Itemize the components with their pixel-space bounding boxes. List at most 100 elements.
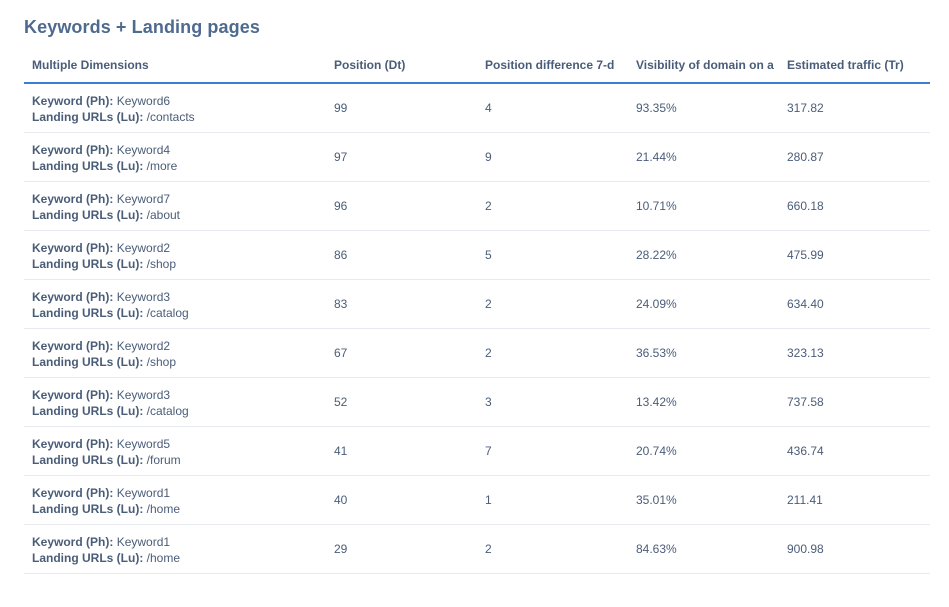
landing-url-label: Landing URLs (Lu): — [32, 453, 144, 467]
landing-url-label: Landing URLs (Lu): — [32, 306, 144, 320]
table-row[interactable]: Keyword (Ph): Keyword3 Landing URLs (Lu):… — [24, 378, 930, 427]
landing-url-label: Landing URLs (Lu): — [32, 551, 144, 565]
keyword-label: Keyword (Ph): — [32, 535, 114, 549]
landing-url-line: Landing URLs (Lu): /home — [32, 501, 327, 517]
cell-position: 67 — [334, 346, 348, 360]
keyword-label: Keyword (Ph): — [32, 486, 114, 500]
keyword-label: Keyword (Ph): — [32, 192, 114, 206]
table-row[interactable]: Keyword (Ph): Keyword3 Landing URLs (Lu):… — [24, 280, 930, 329]
landing-url-value: /catalog — [146, 404, 189, 418]
cell-position: 96 — [334, 199, 348, 213]
landing-url-line: Landing URLs (Lu): /catalog — [32, 305, 327, 321]
cell-position-difference: 9 — [485, 150, 492, 164]
keyword-label: Keyword (Ph): — [32, 388, 114, 402]
table-row[interactable]: Keyword (Ph): Keyword5 Landing URLs (Lu):… — [24, 427, 930, 476]
cell-position-difference: 2 — [485, 346, 492, 360]
column-header-dimensions[interactable]: Multiple Dimensions — [32, 58, 149, 72]
column-header-estimated-traffic[interactable]: Estimated traffic (Tr) — [787, 58, 904, 72]
keyword-line: Keyword (Ph): Keyword3 — [32, 289, 327, 305]
keyword-value: Keyword5 — [116, 437, 171, 451]
cell-estimated-traffic: 280.87 — [787, 150, 824, 164]
table-row[interactable]: Keyword (Ph): Keyword1 Landing URLs (Lu):… — [24, 525, 930, 574]
cell-estimated-traffic: 317.82 — [787, 101, 824, 115]
cell-visibility: 93.35% — [636, 101, 677, 115]
keyword-value: Keyword7 — [116, 192, 171, 206]
landing-url-value: /more — [146, 159, 178, 173]
table-row[interactable]: Keyword (Ph): Keyword1 Landing URLs (Lu):… — [24, 476, 930, 525]
landing-url-value: /contacts — [146, 110, 195, 124]
keyword-value: Keyword1 — [116, 535, 171, 549]
cell-visibility: 36.53% — [636, 346, 677, 360]
column-header-position[interactable]: Position (Dt) — [334, 58, 406, 72]
cell-position: 41 — [334, 444, 348, 458]
landing-url-line: Landing URLs (Lu): /shop — [32, 354, 327, 370]
cell-estimated-traffic: 475.99 — [787, 248, 824, 262]
column-header-visibility[interactable]: Visibility of domain on a — [636, 58, 774, 72]
cell-position-difference: 2 — [485, 199, 492, 213]
cell-dimensions: Keyword (Ph): Keyword3 Landing URLs (Lu):… — [32, 387, 327, 419]
cell-position: 86 — [334, 248, 348, 262]
landing-url-value: /home — [146, 502, 181, 516]
landing-url-line: Landing URLs (Lu): /contacts — [32, 109, 327, 125]
landing-url-value: /home — [146, 551, 181, 565]
keyword-value: Keyword3 — [116, 388, 171, 402]
landing-url-label: Landing URLs (Lu): — [32, 159, 144, 173]
table-row[interactable]: Keyword (Ph): Keyword6 Landing URLs (Lu):… — [24, 84, 930, 133]
keyword-value: Keyword2 — [116, 241, 171, 255]
keyword-line: Keyword (Ph): Keyword5 — [32, 436, 327, 452]
landing-url-value: /forum — [146, 453, 181, 467]
keyword-line: Keyword (Ph): Keyword2 — [32, 338, 327, 354]
landing-url-value: /catalog — [146, 306, 189, 320]
cell-dimensions: Keyword (Ph): Keyword1 Landing URLs (Lu):… — [32, 534, 327, 566]
keyword-label: Keyword (Ph): — [32, 437, 114, 451]
column-header-position-difference[interactable]: Position difference 7-d — [485, 58, 615, 72]
cell-position-difference: 5 — [485, 248, 492, 262]
table-row[interactable]: Keyword (Ph): Keyword2 Landing URLs (Lu):… — [24, 231, 930, 280]
cell-estimated-traffic: 634.40 — [787, 297, 824, 311]
cell-visibility: 20.74% — [636, 444, 677, 458]
table-row[interactable]: Keyword (Ph): Keyword4 Landing URLs (Lu):… — [24, 133, 930, 182]
cell-position-difference: 7 — [485, 444, 492, 458]
cell-position-difference: 1 — [485, 493, 492, 507]
keyword-value: Keyword4 — [116, 143, 171, 157]
widget-title: Keywords + Landing pages — [24, 17, 260, 37]
table-row[interactable]: Keyword (Ph): Keyword7 Landing URLs (Lu):… — [24, 182, 930, 231]
landing-url-line: Landing URLs (Lu): /home — [32, 550, 327, 566]
landing-url-line: Landing URLs (Lu): /forum — [32, 452, 327, 468]
keyword-label: Keyword (Ph): — [32, 143, 114, 157]
cell-position-difference: 2 — [485, 297, 492, 311]
landing-url-value: /about — [146, 208, 181, 222]
keyword-label: Keyword (Ph): — [32, 290, 114, 304]
landing-url-value: /shop — [146, 257, 177, 271]
keyword-label: Keyword (Ph): — [32, 94, 114, 108]
landing-url-label: Landing URLs (Lu): — [32, 404, 144, 418]
landing-url-line: Landing URLs (Lu): /more — [32, 158, 327, 174]
keyword-line: Keyword (Ph): Keyword7 — [32, 191, 327, 207]
cell-position: 40 — [334, 493, 348, 507]
cell-position: 97 — [334, 150, 348, 164]
cell-estimated-traffic: 436.74 — [787, 444, 824, 458]
cell-dimensions: Keyword (Ph): Keyword6 Landing URLs (Lu):… — [32, 93, 327, 125]
cell-dimensions: Keyword (Ph): Keyword2 Landing URLs (Lu):… — [32, 240, 327, 272]
landing-url-label: Landing URLs (Lu): — [32, 502, 144, 516]
landing-url-value: /shop — [146, 355, 177, 369]
cell-position: 52 — [334, 395, 348, 409]
landing-url-label: Landing URLs (Lu): — [32, 110, 144, 124]
cell-visibility: 10.71% — [636, 199, 677, 213]
cell-dimensions: Keyword (Ph): Keyword5 Landing URLs (Lu):… — [32, 436, 327, 468]
cell-estimated-traffic: 900.98 — [787, 542, 824, 556]
cell-visibility: 24.09% — [636, 297, 677, 311]
cell-visibility: 21.44% — [636, 150, 677, 164]
cell-dimensions: Keyword (Ph): Keyword3 Landing URLs (Lu):… — [32, 289, 327, 321]
table-row[interactable]: Keyword (Ph): Keyword2 Landing URLs (Lu):… — [24, 329, 930, 378]
keyword-line: Keyword (Ph): Keyword2 — [32, 240, 327, 256]
cell-visibility: 84.63% — [636, 542, 677, 556]
data-table: Multiple Dimensions Position (Dt) Positi… — [24, 49, 930, 574]
cell-dimensions: Keyword (Ph): Keyword2 Landing URLs (Lu):… — [32, 338, 327, 370]
keyword-line: Keyword (Ph): Keyword6 — [32, 93, 327, 109]
cell-position-difference: 3 — [485, 395, 492, 409]
cell-estimated-traffic: 737.58 — [787, 395, 824, 409]
keyword-line: Keyword (Ph): Keyword3 — [32, 387, 327, 403]
landing-url-label: Landing URLs (Lu): — [32, 257, 144, 271]
cell-position: 99 — [334, 101, 348, 115]
